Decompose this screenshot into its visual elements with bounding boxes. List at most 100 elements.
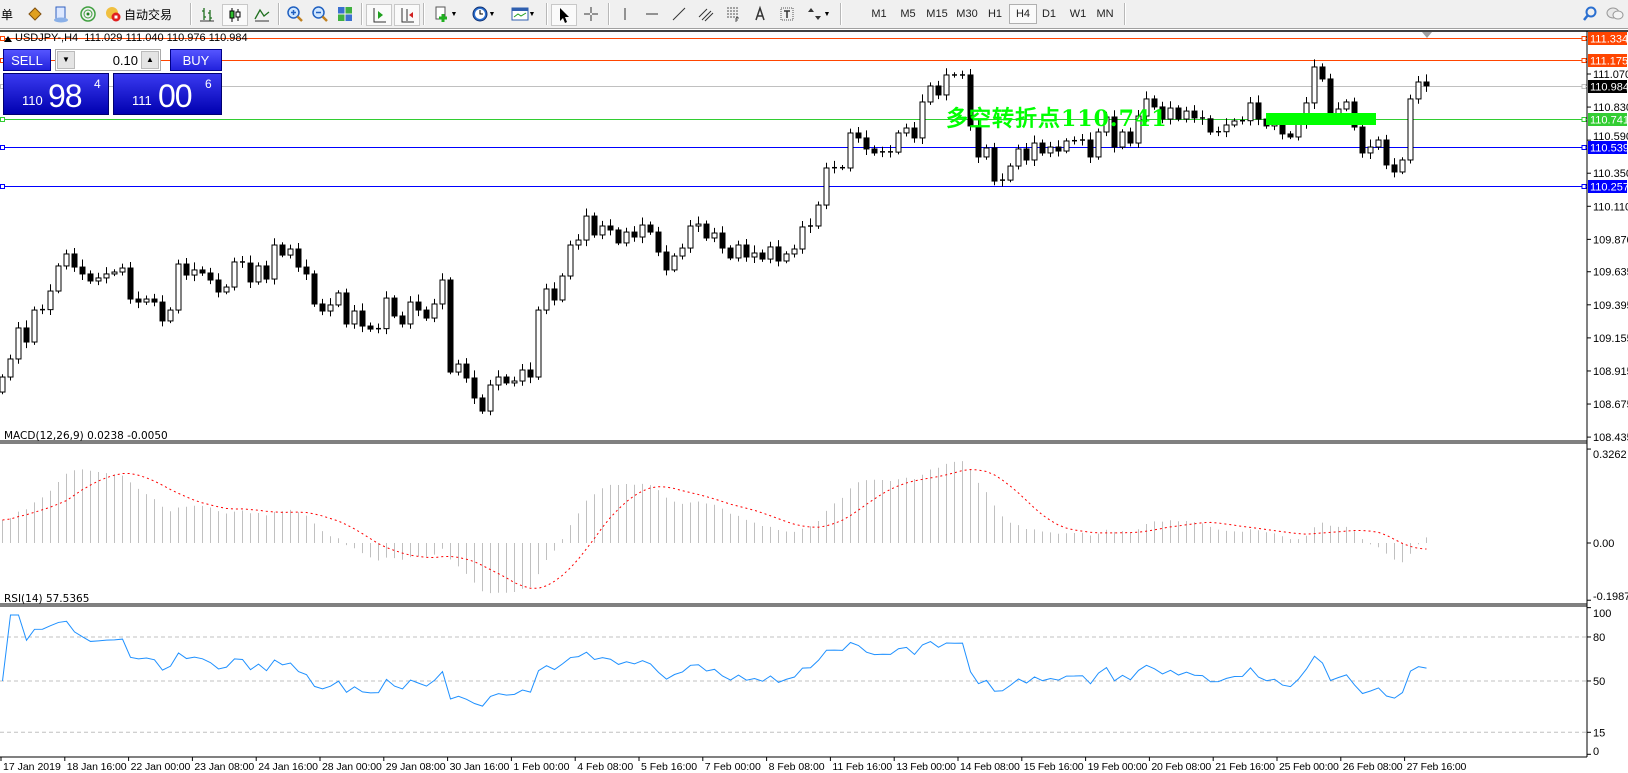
timeframe-w1[interactable]: W1 bbox=[1069, 8, 1087, 20]
candle[interactable] bbox=[639, 217, 646, 244]
candle[interactable] bbox=[591, 212, 598, 238]
buy-button[interactable]: BUY bbox=[170, 49, 222, 71]
sell-price-box[interactable]: 110 98 4 bbox=[3, 73, 109, 115]
candle[interactable] bbox=[63, 249, 70, 270]
zoom-in-button[interactable] bbox=[284, 4, 306, 24]
candle[interactable] bbox=[367, 322, 374, 332]
candle[interactable] bbox=[247, 255, 254, 289]
candle[interactable] bbox=[71, 247, 78, 272]
candle[interactable] bbox=[919, 94, 926, 145]
new-order-menu-fragment[interactable]: 单 bbox=[0, 7, 13, 22]
candle[interactable] bbox=[727, 245, 734, 261]
candle[interactable] bbox=[1015, 144, 1022, 170]
candle[interactable] bbox=[1191, 105, 1198, 123]
candle[interactable] bbox=[183, 258, 190, 280]
candle[interactable] bbox=[1055, 140, 1062, 157]
candle[interactable] bbox=[15, 321, 22, 364]
candle[interactable] bbox=[1399, 157, 1406, 175]
candle[interactable] bbox=[351, 305, 358, 329]
candlestick-button[interactable] bbox=[222, 4, 248, 26]
candle[interactable] bbox=[376, 323, 381, 334]
candle[interactable] bbox=[1247, 96, 1254, 126]
candle[interactable] bbox=[1383, 134, 1390, 170]
crosshair-button[interactable] bbox=[580, 4, 602, 24]
candle[interactable] bbox=[960, 70, 965, 79]
candle[interactable] bbox=[607, 219, 614, 236]
candle[interactable] bbox=[703, 220, 710, 241]
line-handle-icon[interactable] bbox=[1581, 117, 1587, 122]
candle[interactable] bbox=[1135, 110, 1142, 148]
candle[interactable] bbox=[119, 263, 126, 276]
candle[interactable] bbox=[631, 226, 638, 242]
candle[interactable] bbox=[431, 298, 438, 323]
candle[interactable] bbox=[1240, 116, 1245, 125]
candle[interactable] bbox=[327, 298, 334, 317]
candle[interactable] bbox=[223, 284, 230, 295]
candle[interactable] bbox=[888, 145, 893, 158]
candle[interactable] bbox=[967, 68, 974, 131]
candle[interactable] bbox=[952, 72, 957, 78]
line-handle-icon[interactable] bbox=[1581, 145, 1587, 150]
candle[interactable] bbox=[175, 259, 182, 314]
candle[interactable] bbox=[1072, 136, 1077, 145]
fibonacci-button[interactable] bbox=[722, 4, 744, 24]
signals-button[interactable] bbox=[77, 4, 99, 24]
arrows-button[interactable]: ▼ bbox=[802, 4, 834, 24]
candle[interactable] bbox=[1423, 74, 1430, 92]
candle[interactable] bbox=[863, 130, 870, 156]
candle[interactable] bbox=[1407, 94, 1414, 164]
candle[interactable] bbox=[935, 80, 942, 100]
candle[interactable] bbox=[623, 227, 630, 247]
candle[interactable] bbox=[1023, 142, 1030, 165]
candle[interactable] bbox=[1311, 59, 1318, 110]
candle[interactable] bbox=[311, 270, 318, 307]
trendline-button[interactable] bbox=[668, 4, 690, 24]
lot-increase-button[interactable]: ▲ bbox=[141, 51, 159, 69]
candle[interactable] bbox=[383, 291, 390, 335]
candle[interactable] bbox=[159, 295, 166, 327]
candle[interactable] bbox=[199, 266, 206, 276]
candle[interactable] bbox=[47, 284, 54, 316]
timeframe-m5[interactable]: M5 bbox=[900, 8, 916, 20]
candle[interactable] bbox=[583, 208, 590, 247]
timeframe-h1[interactable]: H1 bbox=[987, 8, 1003, 20]
candle[interactable] bbox=[991, 142, 998, 186]
candle[interactable] bbox=[255, 262, 262, 285]
candle[interactable] bbox=[719, 226, 726, 254]
candle[interactable] bbox=[871, 145, 878, 156]
candle[interactable] bbox=[1159, 101, 1166, 124]
candle[interactable] bbox=[735, 240, 742, 262]
timeframe-mn[interactable]: MN bbox=[1096, 8, 1114, 20]
candle[interactable] bbox=[663, 245, 670, 276]
text-label-button[interactable] bbox=[776, 4, 798, 24]
candle[interactable] bbox=[511, 376, 518, 387]
candle[interactable] bbox=[319, 298, 326, 316]
candle[interactable] bbox=[711, 227, 718, 243]
candle[interactable] bbox=[567, 240, 574, 280]
candle[interactable] bbox=[1031, 135, 1038, 167]
candle[interactable] bbox=[647, 221, 654, 235]
candle[interactable] bbox=[927, 82, 934, 105]
candle[interactable] bbox=[751, 245, 758, 264]
bar-chart-button[interactable] bbox=[196, 4, 218, 24]
candle[interactable] bbox=[207, 267, 214, 285]
candle[interactable] bbox=[815, 201, 822, 229]
candle[interactable] bbox=[1000, 173, 1005, 187]
candle[interactable] bbox=[399, 311, 406, 328]
candle[interactable] bbox=[95, 272, 102, 286]
indicators-button[interactable]: ▼ bbox=[428, 4, 462, 24]
candle[interactable] bbox=[439, 273, 446, 310]
candle[interactable] bbox=[527, 362, 534, 384]
candle[interactable] bbox=[1367, 139, 1374, 160]
candle[interactable] bbox=[1143, 91, 1150, 123]
candle[interactable] bbox=[1047, 141, 1054, 158]
candle[interactable] bbox=[823, 162, 830, 210]
candle[interactable] bbox=[1200, 110, 1205, 125]
equidistant-channel-button[interactable] bbox=[695, 4, 717, 24]
candle[interactable] bbox=[1287, 131, 1294, 140]
candle[interactable] bbox=[695, 216, 702, 233]
timeframe-h4[interactable]: H4 bbox=[1009, 4, 1037, 24]
candle[interactable] bbox=[143, 295, 150, 305]
candle[interactable] bbox=[415, 294, 422, 317]
